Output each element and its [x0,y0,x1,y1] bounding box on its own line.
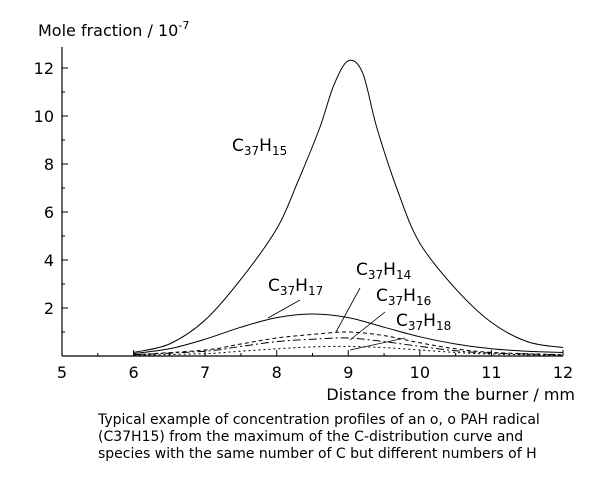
series-line-c37h15 [133,59,564,353]
x-tick-label: 8 [272,363,282,382]
x-tick-label: 6 [128,363,138,382]
x-tick-label: 5 [57,363,67,382]
series-line-c37h17 [133,313,564,355]
y-tick-label: 2 [44,299,54,318]
label-leader-line [335,287,361,333]
y-tick-label: 10 [34,107,54,126]
y-tick-label: 8 [44,155,54,174]
x-axis-title: Distance from the burner / mm [326,385,575,404]
figure-caption: Typical example of concentration profile… [98,412,540,462]
x-tick-label: 7 [200,363,210,382]
label-leader-line [349,337,406,351]
x-tick-label: 11 [481,363,501,382]
series-label-c37h14: C37H14 [356,260,411,282]
series-line-c37h14 [133,331,564,356]
series-label-c37h16: C37H16 [376,286,431,308]
x-tick-label: 10 [410,363,430,382]
y-axis-title: Mole fraction / 10-7 [38,19,189,40]
label-leader-line [349,311,386,341]
y-tick-label: 4 [44,251,54,270]
series-label-c37h15: C37H15 [232,136,287,158]
x-tick-label: 12 [553,363,573,382]
series-label-c37h18: C37H18 [396,311,451,333]
label-leader-line [267,299,301,319]
series-line-c37h16 [133,337,564,356]
y-tick-label: 12 [34,59,54,78]
x-tick-label: 9 [343,363,353,382]
series-label-c37h17: C37H17 [268,276,323,298]
series-line-c37h18 [133,345,564,356]
y-tick-label: 6 [44,203,54,222]
